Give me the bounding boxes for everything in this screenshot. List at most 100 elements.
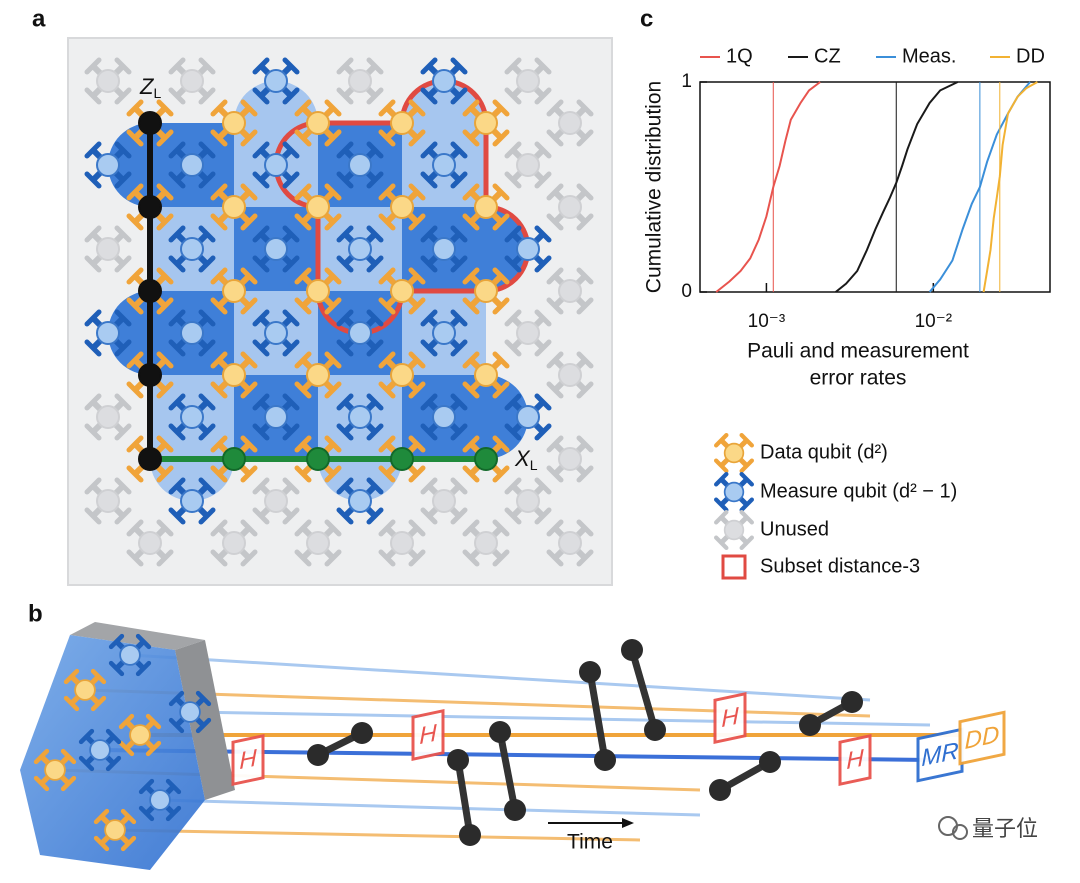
qubit-data [378, 99, 426, 147]
qubit-arm-cap [252, 141, 270, 159]
qubit-arm-cap [492, 519, 510, 537]
qubit-data [63, 668, 107, 712]
qubit-meas [336, 225, 384, 273]
qubit-body [390, 111, 414, 135]
qubit-body [432, 489, 456, 513]
qubit-arm-cap [282, 309, 300, 327]
qubit-arm-cap [294, 297, 312, 315]
cz-gate-node [489, 721, 511, 743]
qubit-arm-cap [168, 87, 186, 105]
x-logical-label: XL [514, 446, 538, 473]
qubit-data [378, 183, 426, 231]
qubit-arm-cap [210, 129, 228, 147]
panel-label: c [640, 5, 653, 32]
legend-swatch [721, 554, 747, 580]
qubit-arm-cap [546, 129, 564, 147]
qubit-arm-cap [156, 351, 174, 369]
qubit-body [390, 531, 414, 555]
qubit-arm-cap [84, 507, 102, 525]
qubit-arm-cap [294, 129, 312, 147]
qubit-arm-cap [366, 507, 384, 525]
qubit-gray [504, 57, 552, 105]
qubit-arm-cap [210, 267, 228, 285]
qubit-gray [252, 477, 300, 525]
qubit-arm-cap [366, 339, 384, 357]
qubit-arm-cap [294, 381, 312, 399]
qubit-body [390, 279, 414, 303]
qubit-arm-cap [156, 267, 174, 285]
qubit-arm-cap [168, 477, 186, 495]
qubit-gray [546, 99, 594, 147]
qubit-arm-cap [126, 381, 144, 399]
qubit-arm-cap [420, 477, 438, 495]
qubit-arm-cap [138, 805, 155, 822]
qubit-arm-cap [282, 255, 300, 273]
qubit-arm-cap [504, 423, 522, 441]
qubit-arm-cap [504, 339, 522, 357]
qubit-meas [84, 309, 132, 357]
qubit-data [93, 808, 137, 852]
qubit-data [462, 351, 510, 399]
x-axis-label: Pauli and measurement [747, 340, 969, 363]
qubit-arm-cap [492, 435, 510, 453]
qubit-arm-cap [282, 225, 300, 243]
cz-gate-node [799, 714, 821, 736]
qubit-data [210, 183, 258, 231]
qubit-body [44, 759, 66, 781]
qubit-arm-cap [534, 393, 552, 411]
qubit-timeline [129, 653, 871, 702]
qubit-arm-cap [138, 778, 155, 795]
qubit-arm-cap [492, 549, 510, 567]
qubit-data [462, 267, 510, 315]
qubit-body [432, 321, 456, 345]
qubit-arm-cap [408, 465, 426, 483]
qubit-gray [84, 225, 132, 273]
qubit-arm-cap [324, 435, 342, 453]
qubit-arm-cap [294, 351, 312, 369]
qubit-arm-cap [168, 393, 186, 411]
qubit-gray [546, 435, 594, 483]
qubit-arm-cap [378, 381, 396, 399]
qubit-arm-cap [60, 775, 77, 792]
qubit-arm-cap [739, 497, 754, 512]
qubit-arm-cap [126, 183, 144, 201]
gate: H [411, 708, 445, 762]
qubit-body [558, 447, 582, 471]
qubit-arm-cap [462, 129, 480, 147]
qubit-body [516, 153, 540, 177]
qubit-arm-cap [156, 549, 174, 567]
qubit-body [516, 237, 540, 261]
qubit-arm-cap [135, 660, 152, 677]
qubit-arm-cap [492, 297, 510, 315]
plot-frame [699, 81, 1051, 293]
qubit-arm-cap [546, 519, 564, 537]
qubit-arm-cap [739, 535, 754, 550]
circuit-diagram: H H H H MR DD Time 量子位 [20, 622, 1038, 870]
qubit-body [96, 321, 120, 345]
qubit-meas [168, 141, 216, 189]
qubit-arm-cap [576, 519, 594, 537]
legend-label: 1Q [726, 45, 753, 67]
qubit-arm-cap [118, 713, 135, 730]
qubit-arm-cap [114, 393, 132, 411]
qubit-arm-cap [492, 213, 510, 231]
qubit-arm-cap [114, 423, 132, 441]
qubit-arm-cap [546, 465, 564, 483]
qubit-body [474, 531, 498, 555]
qubit-arm-cap [408, 549, 426, 567]
qubit-arm-cap [546, 549, 564, 567]
qubit-arm-cap [504, 507, 522, 525]
qubit-arm-cap [294, 549, 312, 567]
qubit-arm-cap [492, 267, 510, 285]
qubit-body [96, 153, 120, 177]
qubit-arm-cap [420, 507, 438, 525]
qubit-arm-cap [84, 423, 102, 441]
qubit-arm-cap [282, 57, 300, 75]
qubit-meas [420, 309, 468, 357]
qubit-arm-cap [462, 267, 480, 285]
qubit-body [390, 195, 414, 219]
qubit-gray [546, 519, 594, 567]
qubit-arm-cap [210, 99, 228, 117]
qubit-arm-cap [294, 435, 312, 453]
